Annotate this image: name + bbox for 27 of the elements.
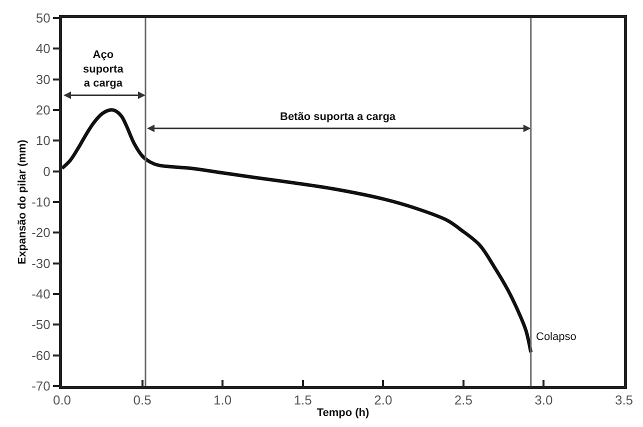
y-tick-label: 50 (36, 10, 50, 26)
y-tick-label: 20 (36, 102, 50, 118)
ref-line-label: Colapso (536, 331, 576, 343)
x-tick-label: 2.5 (454, 392, 472, 408)
y-tick-label: -30 (32, 256, 50, 271)
y-tick-label: 30 (36, 72, 50, 87)
y-tick-label: -20 (32, 225, 50, 240)
line-series (62, 108, 533, 354)
y-tick-label: -70 (32, 378, 50, 394)
x-axis-title: Tempo (h) (316, 406, 370, 419)
x-tick-label: 3.5 (614, 392, 634, 408)
y-tick-label: -40 (32, 286, 50, 302)
x-tick-label: 0.0 (52, 392, 72, 408)
x-tick-label: 3.0 (534, 392, 553, 408)
y-tick-label: -10 (32, 194, 50, 210)
x-tick-label: 1.5 (294, 392, 312, 408)
x-tick-label: 0.5 (133, 392, 152, 408)
y-tick-label: -60 (32, 348, 50, 363)
x-tick-label: 2.0 (374, 392, 392, 408)
y-tick-label: 40 (36, 41, 50, 56)
annotation: Betão suporta a carga (280, 111, 396, 123)
y-tick-label: 10 (36, 133, 50, 148)
y-tick-label: -50 (32, 317, 50, 332)
annotation: Aço suporta a carga (83, 49, 124, 90)
x-tick-label: 1.0 (214, 392, 232, 408)
y-axis-title: Expansão do pilar (mm) (16, 139, 28, 264)
y-tick-label: 0 (43, 164, 50, 179)
